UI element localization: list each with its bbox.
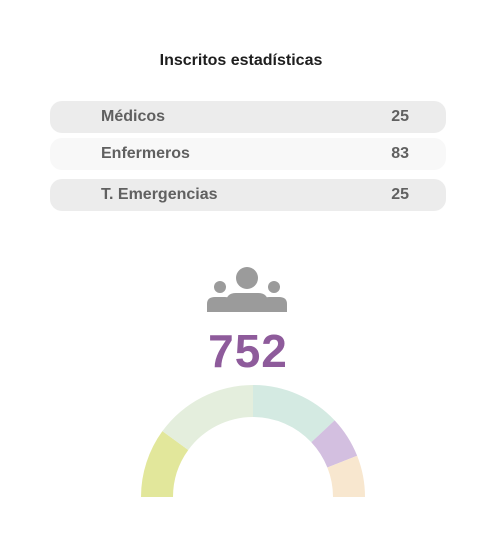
gauge-segment-3 (253, 385, 335, 443)
stat-label: Médicos (101, 108, 166, 125)
people-group-icon (207, 267, 287, 312)
stats-list: Médicos 25 Enfermeros 83 T. Emergencias … (50, 101, 446, 211)
stat-row-enfermeros: Enfermeros 83 (50, 138, 446, 170)
stat-value: 25 (391, 108, 409, 125)
gauge-segment-2 (162, 385, 253, 450)
total-count: 752 (208, 325, 288, 377)
stat-label: Enfermeros (101, 145, 190, 162)
gauge-segment-1 (141, 431, 189, 497)
page-title: Inscritos estadísticas (159, 52, 323, 69)
stat-label: T. Emergencias (101, 186, 218, 203)
gauge-segment-5 (327, 455, 365, 497)
gauge-segment-4 (311, 420, 358, 468)
stat-row-medicos: Médicos 25 (50, 101, 446, 133)
stat-value: 83 (391, 145, 409, 162)
stat-row-emergencias: T. Emergencias 25 (50, 179, 446, 211)
gauge-chart (141, 385, 365, 497)
stat-value: 25 (391, 186, 409, 203)
